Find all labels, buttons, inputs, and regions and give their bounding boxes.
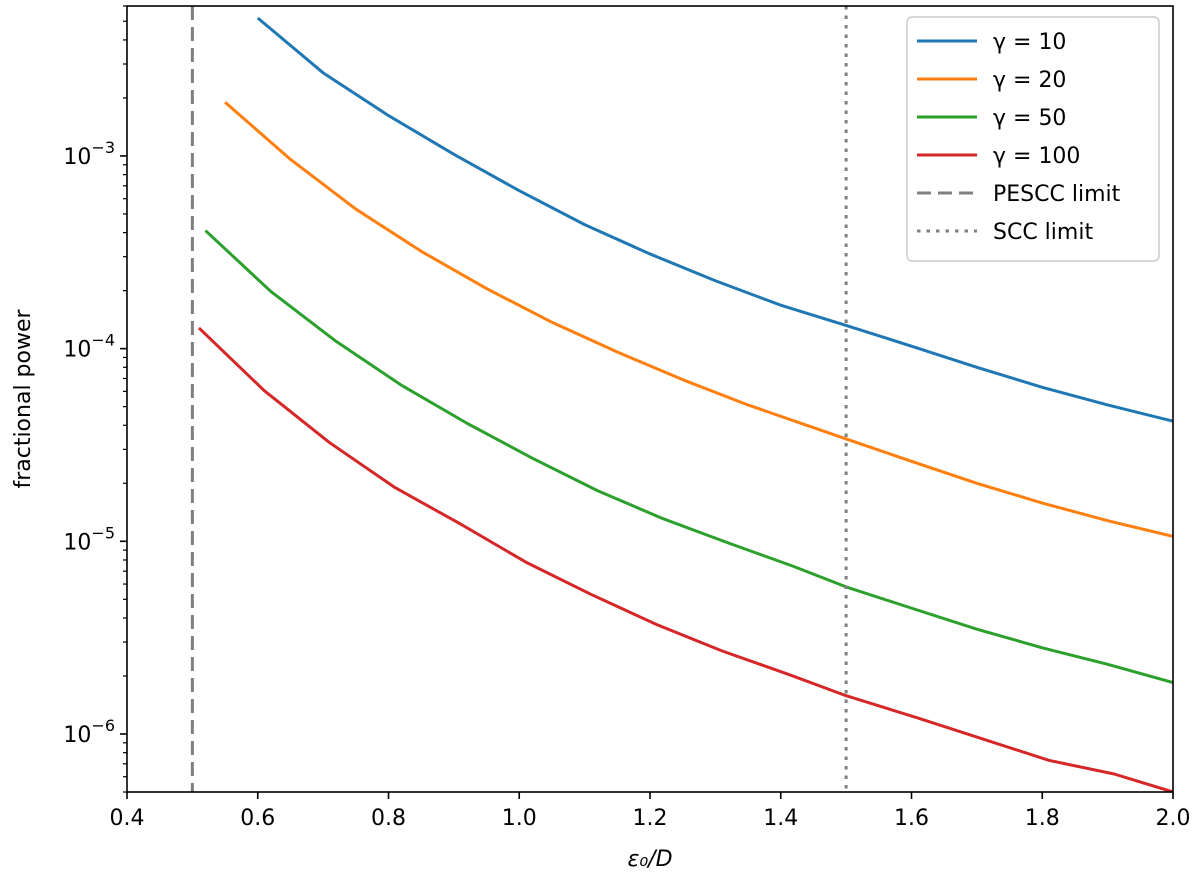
y-tick-label: 10−5: [63, 523, 115, 555]
x-tick-label: 1.2: [633, 806, 668, 831]
x-tick-label: 2.0: [1156, 806, 1191, 831]
y-tick-label: 10−6: [63, 716, 115, 748]
x-tick-label: 0.4: [110, 806, 145, 831]
x-tick-label: 1.0: [502, 806, 537, 831]
legend-label: γ = 10: [993, 30, 1066, 55]
x-tick-label: 1.8: [1025, 806, 1060, 831]
legend-label: γ = 50: [993, 106, 1066, 131]
x-tick-label: 1.6: [894, 806, 929, 831]
series-line-1: [256, 16, 1173, 423]
legend-label: γ = 20: [993, 68, 1066, 93]
x-tick-label: 1.4: [763, 806, 798, 831]
x-axis-label: ε₀/D: [627, 847, 672, 872]
series-line-4: [197, 326, 1173, 792]
y-axis-label: fractional power: [11, 308, 36, 488]
x-tick-label: 0.6: [240, 806, 275, 831]
x-tick-label: 0.8: [371, 806, 406, 831]
axes-layer: 0.4 0.6 0.8 1.0 1.2 1.4 1.6 1.8 2.0 10−3 10−4 10−5 1…: [63, 5, 1191, 831]
y-tick-label: 10−4: [63, 331, 115, 363]
legend-label: PESCC limit: [993, 182, 1121, 207]
plot-area: [190, 6, 1173, 792]
legend: γ = 10 γ = 20 γ = 50 γ = 100 PESCC limit SCC …: [906, 16, 1160, 262]
series-line-3: [204, 229, 1173, 684]
y-tick-label: 10−3: [63, 138, 115, 170]
series-line-2: [224, 101, 1173, 538]
series-layer: [190, 6, 1173, 792]
legend-label: SCC limit: [993, 220, 1093, 245]
legend-label: γ = 100: [993, 144, 1080, 169]
